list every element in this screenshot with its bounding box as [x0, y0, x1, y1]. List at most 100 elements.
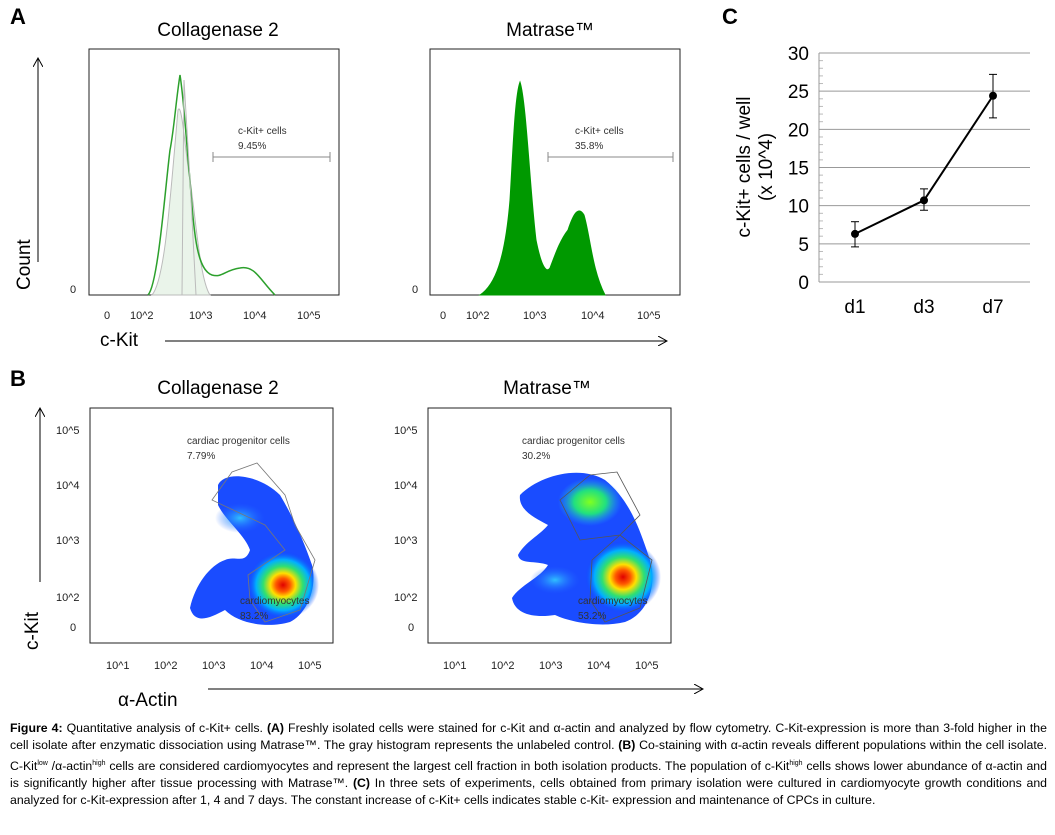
- panel-a-label: A: [10, 4, 26, 29]
- x-tick-label: 10^5: [298, 660, 322, 672]
- progenitor-hotspot-2: [558, 478, 622, 526]
- panel-a-title-2: Matrase™: [506, 20, 594, 41]
- gate2-label-1: cardiomyocytes: [240, 596, 310, 607]
- x-tick-label: 10^4: [250, 660, 274, 672]
- caption-b-text: Co-staining with α-actin reveals differe…: [10, 738, 1047, 773]
- histogram-frame-1: [88, 48, 340, 296]
- gate-label-2: c-Kit+ cells: [575, 126, 624, 137]
- x-tick-label: 10^1: [106, 660, 130, 672]
- caption-sup: low: [37, 759, 48, 767]
- x-tick-label: 10^3: [189, 310, 213, 322]
- y-tick-label: 10^2: [56, 592, 80, 604]
- panel-b-title-1: Collagenase 2: [157, 378, 279, 399]
- y-tick-label: 10^3: [56, 535, 80, 547]
- x-tick-label: 0: [104, 310, 111, 322]
- data-line: [854, 95, 994, 235]
- gate2-label-2: cardiomyocytes: [578, 596, 648, 607]
- panel-b-label: B: [10, 366, 26, 391]
- y-tick-label: 30: [788, 44, 809, 65]
- y-tick-label: 0: [70, 622, 77, 634]
- gate2-value-1: 83.2%: [240, 611, 269, 622]
- density-frame-1: [89, 407, 334, 644]
- x-tick-label: 10^5: [637, 310, 661, 322]
- gates-1: [211, 462, 316, 623]
- ckit-axis-label: c-Kit: [100, 330, 138, 351]
- panel-a-title-1: Collagenase 2: [157, 20, 279, 41]
- x-tick-label: d1: [844, 297, 865, 318]
- y-tick-label: 10^4: [56, 480, 80, 492]
- y-axis-unit: (x 10^4): [756, 133, 777, 201]
- x-tick-label: 10^2: [491, 660, 515, 672]
- y-tick-label: 20: [788, 120, 809, 141]
- data-point: [851, 229, 859, 238]
- caption-b-text: cells shows lower abundance of α-actin a…: [10, 758, 1047, 790]
- ckit-histogram-1: [147, 74, 276, 296]
- ckit-histogram-2: [478, 80, 606, 296]
- y-tick-label: 10^2: [394, 592, 418, 604]
- gates-2: [559, 471, 653, 623]
- gate1-value-1: 7.79%: [187, 451, 216, 462]
- cardiomyocyte-hotspot-2: [585, 541, 661, 613]
- caption-c-label: (C): [352, 775, 371, 790]
- y-tick-label: 15: [788, 159, 809, 180]
- y-tick-label: 0: [408, 622, 415, 634]
- y-axis-label: c-Kit+ cells / well: [734, 97, 755, 238]
- gate-value-1: 9.45%: [238, 141, 267, 152]
- panel-c-line-chart: c-Kit+ cells / well (x 10^4) 0 5 10 15 20 25 3…: [734, 44, 1030, 318]
- y-tick-label: 10^4: [394, 480, 418, 492]
- x-tick-label: 10^2: [154, 660, 178, 672]
- x-tick-label: 10^5: [297, 310, 321, 322]
- density-blob: [530, 566, 580, 594]
- panel-a-histograms: [0, 48, 681, 360]
- density-frame-2: [427, 407, 672, 644]
- x-tick-label: 10^5: [635, 660, 659, 672]
- caption-c-text: In three sets of experiments, cells obta…: [10, 775, 1047, 808]
- panel-b-title-2: Matrase™: [503, 378, 591, 399]
- data-point: [920, 196, 928, 205]
- y-zero-2: 0: [412, 284, 419, 296]
- y-tick-label: 10^5: [56, 425, 80, 437]
- gate-value-2: 35.8%: [575, 141, 604, 152]
- panel-c-label: C: [722, 4, 738, 29]
- gate2-value-2: 53.2%: [578, 611, 607, 622]
- x-tick-label: d3: [913, 297, 934, 318]
- caption-sup: high: [789, 759, 803, 767]
- y-tick-label: 5: [798, 235, 809, 256]
- data-point: [989, 91, 997, 100]
- caption-figure-label: Figure 4:: [10, 721, 63, 735]
- gate1-label-1: cardiac progenitor cells: [187, 436, 290, 447]
- y-tick-label: 10^5: [394, 425, 418, 437]
- y-tick-label: 25: [788, 82, 809, 103]
- x-tick-label: 10^4: [587, 660, 611, 672]
- caption-b-label: (B): [618, 738, 636, 753]
- caption-a-text: Freshly isolated cells were stained for …: [10, 721, 1047, 753]
- gate1-value-2: 30.2%: [522, 451, 551, 462]
- y-tick-label: 10: [788, 197, 809, 218]
- x-tick-label: 10^4: [243, 310, 267, 322]
- y-zero-1: 0: [70, 284, 77, 296]
- density-blob: [215, 503, 265, 533]
- cardiomyocyte-hotspot-1: [247, 551, 319, 619]
- caption-title: Quantitative analysis of c-Kit+ cells.: [62, 721, 267, 735]
- x-tick-label: 10^3: [523, 310, 547, 322]
- x-tick-label: 10^2: [466, 310, 490, 322]
- control-histogram: [150, 108, 211, 296]
- x-tick-label: 10^2: [130, 310, 154, 322]
- x-tick-label: 10^3: [202, 660, 226, 672]
- figure-caption: Figure 4: Quantitative analysis of c-Kit…: [10, 720, 1047, 810]
- x-tick-label: 10^3: [539, 660, 563, 672]
- x-tick-label: 10^1: [443, 660, 467, 672]
- panel-b-density-plots: [0, 360, 720, 710]
- caption-sup: high: [92, 759, 106, 767]
- actin-axis-label: α-Actin: [118, 690, 178, 711]
- control-peak-1: [181, 79, 197, 296]
- x-tick-label: 10^4: [581, 310, 605, 322]
- gate1-label-2: cardiac progenitor cells: [522, 436, 625, 447]
- y-tick-label: 10^3: [394, 535, 418, 547]
- x-tick-label: d7: [982, 297, 1003, 318]
- caption-a-label: (A): [266, 721, 285, 735]
- caption-b-text: /α-actin: [47, 758, 93, 773]
- gate-label-1: c-Kit+ cells: [238, 126, 287, 137]
- x-tick-label: 0: [440, 310, 447, 322]
